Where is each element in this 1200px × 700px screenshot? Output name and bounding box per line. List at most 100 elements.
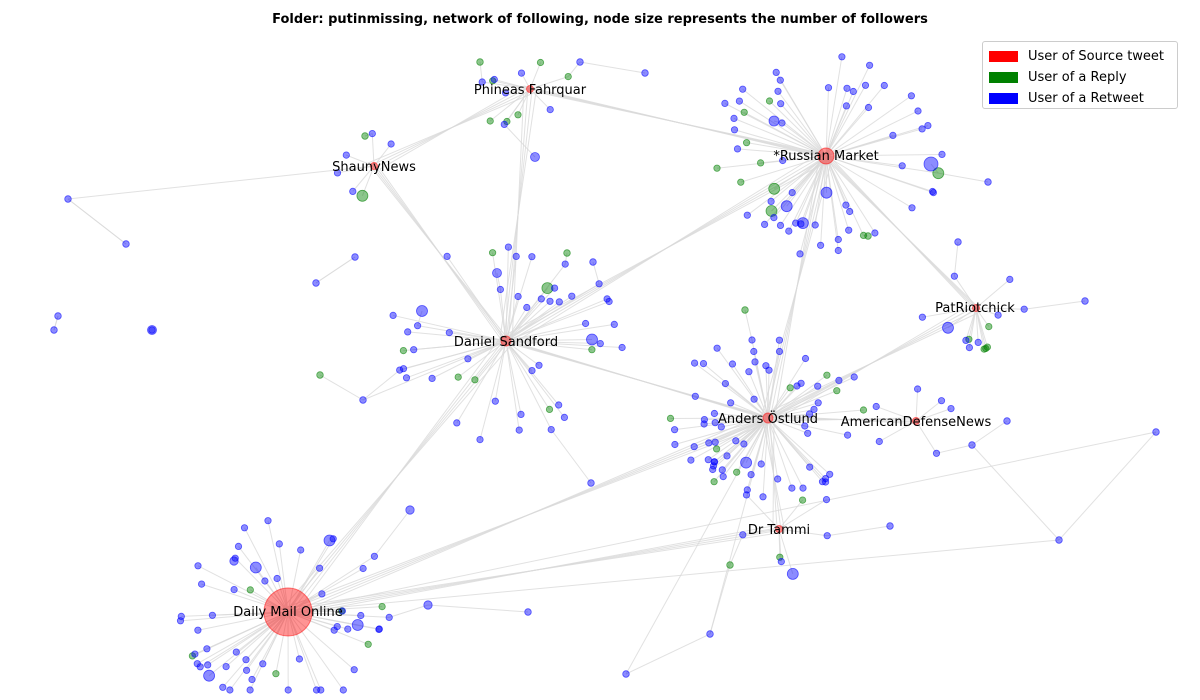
edge xyxy=(287,611,380,630)
edge xyxy=(767,385,818,419)
reply-user-node xyxy=(786,384,794,392)
retweet-user-node xyxy=(929,189,938,197)
retweet-user-node xyxy=(122,240,130,248)
edge xyxy=(1024,300,1086,310)
retweet-user-node xyxy=(64,195,72,203)
retweet-user-node xyxy=(405,505,415,515)
edge xyxy=(287,611,355,671)
edge xyxy=(778,499,803,530)
retweet-user-node xyxy=(871,229,879,237)
edge xyxy=(825,85,885,157)
edge xyxy=(825,153,943,157)
edge xyxy=(825,155,933,192)
reply-user-node xyxy=(564,73,572,81)
retweet-user-node xyxy=(889,131,897,139)
node-label-dailymail: Daily Mail Online xyxy=(233,605,343,620)
edge xyxy=(953,241,959,277)
edge xyxy=(753,351,769,419)
edge xyxy=(744,309,753,341)
edge xyxy=(732,363,769,419)
retweet-user-node xyxy=(490,75,498,84)
edge xyxy=(505,340,623,348)
reply-user-node xyxy=(713,164,721,172)
edge xyxy=(715,417,769,424)
edge xyxy=(975,278,1011,309)
retweet-user-node xyxy=(835,376,843,384)
edge xyxy=(244,527,289,613)
edge xyxy=(971,420,1008,446)
edge xyxy=(773,152,821,422)
edge xyxy=(825,105,847,157)
retweet-user-node xyxy=(587,479,595,487)
retweet-user-node xyxy=(560,413,569,421)
retweet-user-node xyxy=(762,362,770,370)
retweet-user-node xyxy=(717,423,725,431)
edge xyxy=(246,611,289,671)
edge xyxy=(393,314,507,342)
retweet-user-node xyxy=(918,313,927,321)
edge xyxy=(197,611,289,665)
retweet-user-node xyxy=(443,252,451,260)
edge xyxy=(827,525,891,537)
retweet-user-node xyxy=(528,253,536,261)
retweet-user-node xyxy=(914,107,922,115)
edge xyxy=(742,528,780,536)
retweet-user-node xyxy=(1055,536,1063,544)
retweet-user-node xyxy=(203,669,216,682)
edge xyxy=(825,87,830,157)
retweet-user-node xyxy=(478,78,486,86)
retweet-user-node xyxy=(928,187,937,196)
edge xyxy=(767,380,840,419)
reply-user-node xyxy=(246,586,254,594)
edge xyxy=(782,155,827,161)
retweet-user-node xyxy=(234,542,243,551)
edge xyxy=(825,155,913,209)
retweet-user-node xyxy=(261,577,269,585)
reply-user-node xyxy=(399,346,407,355)
retweet-user-node xyxy=(711,419,719,427)
retweet-user-node xyxy=(788,484,796,492)
retweet-user-node xyxy=(864,103,873,112)
retweet-user-node xyxy=(191,650,199,658)
retweet-user-node xyxy=(194,562,202,570)
retweet-user-node xyxy=(259,660,267,668)
retweet-user-node xyxy=(670,426,679,434)
retweet-user-node xyxy=(226,686,234,694)
reply-user-node xyxy=(823,371,831,379)
reply-user-node xyxy=(316,371,324,379)
retweet-user-node xyxy=(777,100,785,108)
edge xyxy=(287,611,344,691)
retweet-user-node xyxy=(950,272,959,280)
retweet-user-node xyxy=(1081,297,1089,305)
retweet-user-node xyxy=(740,456,752,469)
node-layer xyxy=(50,53,1160,694)
edge xyxy=(406,340,507,379)
reply-user-node xyxy=(980,345,988,353)
retweet-user-node xyxy=(330,626,338,634)
retweet-user-node xyxy=(728,360,737,368)
retweet-user-node xyxy=(772,68,780,77)
edge xyxy=(975,307,988,348)
retweet-user-node xyxy=(561,260,569,268)
retweet-user-node xyxy=(937,397,946,405)
retweet-user-node xyxy=(814,399,822,407)
retweet-user-node xyxy=(404,328,412,336)
retweet-user-node xyxy=(240,524,249,532)
edge xyxy=(505,340,550,410)
label-layer: Daily Mail Online *Russian Market Anders Ö… xyxy=(233,83,1015,620)
retweet-user-node xyxy=(727,399,735,407)
chart-title: Folder: putinmissing, network of followi… xyxy=(272,12,928,27)
retweet-user-node xyxy=(932,449,941,457)
reply-user-node xyxy=(740,108,748,116)
edge xyxy=(975,307,985,350)
retweet-user-node xyxy=(402,374,411,382)
edge xyxy=(181,611,289,617)
edge xyxy=(775,72,827,157)
retweet-user-node xyxy=(517,410,525,418)
retweet-user-node xyxy=(745,368,753,376)
retweet-user-node xyxy=(547,425,555,434)
edge xyxy=(778,528,828,537)
retweet-user-node xyxy=(780,200,793,213)
retweet-user-node xyxy=(776,221,785,229)
edge xyxy=(825,128,923,157)
